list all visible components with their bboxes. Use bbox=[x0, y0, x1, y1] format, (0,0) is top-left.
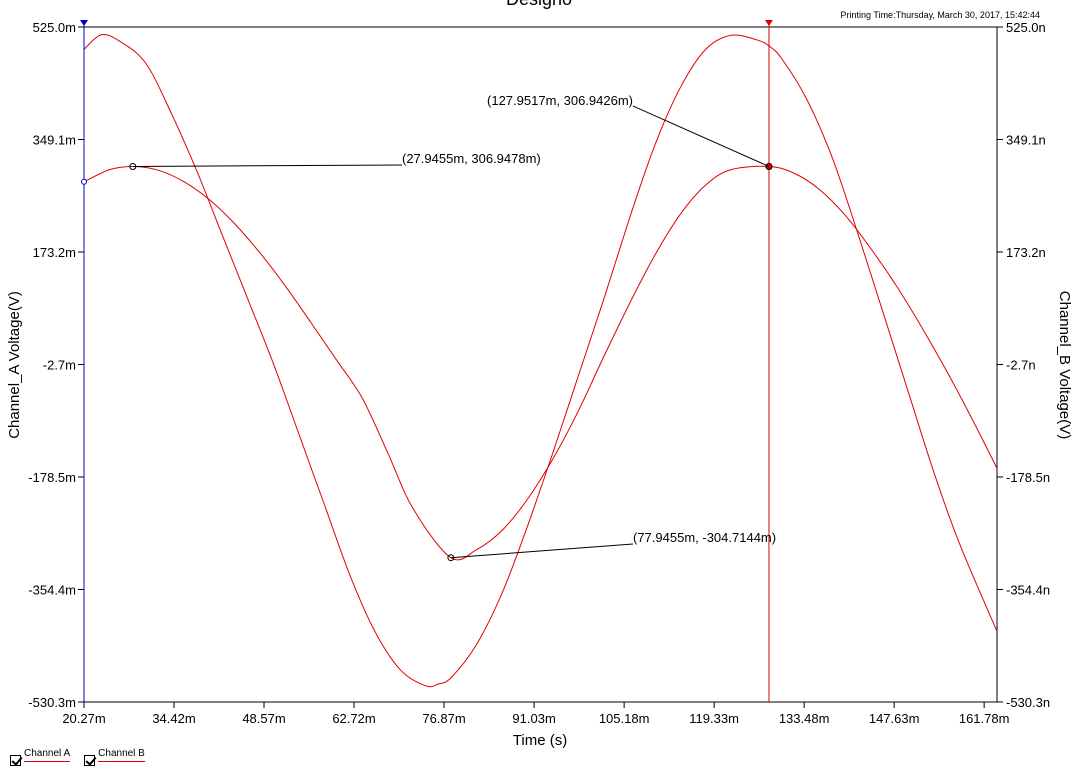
cursor-1-handle[interactable] bbox=[80, 20, 88, 26]
plot-frame bbox=[83, 26, 998, 703]
y-axis-label-right: Channel_B Voltage(V) bbox=[1056, 291, 1073, 439]
cursor-layer[interactable] bbox=[80, 20, 773, 702]
annotation-label: (77.9455m, -304.7144m) bbox=[633, 530, 776, 545]
series-line-channel-a bbox=[83, 165, 998, 561]
y-axis-right: 525.0n 349.1n 173.2n -2.7n -178.5n -354.4n -53… bbox=[997, 20, 1050, 710]
x-tick-label: 105.18m bbox=[599, 711, 650, 726]
cursor-1-marker bbox=[81, 178, 87, 185]
y-tick-label-left: 525.0m bbox=[33, 20, 76, 35]
annotation-leader bbox=[132, 164, 403, 167]
annotation-point bbox=[129, 162, 137, 170]
y-axis-left: 525.0m 349.1m 173.2m -2.7m -178.5m -354.4m -53… bbox=[28, 20, 84, 710]
legend-item-channel-a[interactable]: Channel A bbox=[10, 748, 71, 766]
printing-time: Printing Time:Thursday, March 30, 2017, … bbox=[841, 10, 1040, 20]
legend: Channel A Channel B bbox=[10, 748, 145, 766]
x-axis: 20.27m 34.42m 48.57m 62.72m 76.87m 91.03m 105.… bbox=[62, 702, 1009, 726]
annotation-label: (127.9517m, 306.9426m) bbox=[487, 93, 633, 108]
x-tick-label: 48.57m bbox=[242, 711, 285, 726]
annotation-label: (27.9455m, 306.9478m) bbox=[402, 151, 541, 166]
y-tick-label-left: 173.2m bbox=[33, 245, 76, 260]
x-tick-label: 34.42m bbox=[152, 711, 195, 726]
y-tick-label-right: 349.1n bbox=[1006, 133, 1046, 148]
y-tick-label-right: 173.2n bbox=[1006, 245, 1046, 260]
y-tick-label-left: -354.4m bbox=[28, 582, 76, 597]
legend-item-channel-b[interactable]: Channel B bbox=[84, 748, 145, 766]
y-axis-label-left: Channel_A Voltage(V) bbox=[6, 291, 23, 439]
x-tick-label: 119.33m bbox=[689, 711, 739, 726]
x-tick-label: 20.27m bbox=[62, 711, 105, 726]
y-tick-label-left: 349.1m bbox=[33, 133, 76, 148]
y-tick-label-left: -530.3m bbox=[28, 695, 76, 710]
annotation-layer: (27.9455m, 306.9478m) (77.9455m, -304.714… bbox=[129, 93, 776, 562]
x-tick-label: 133.48m bbox=[779, 711, 830, 726]
y-tick-label-right: -354.4n bbox=[1006, 582, 1050, 597]
x-tick-label: 76.87m bbox=[422, 711, 465, 726]
annotation-leader bbox=[632, 105, 770, 167]
y-tick-label-left: -178.5m bbox=[28, 470, 76, 485]
y-tick-label-right: -178.5n bbox=[1006, 470, 1050, 485]
annotation-leader bbox=[450, 543, 634, 559]
chart-title: Designo bbox=[506, 0, 572, 9]
x-tick-label: 62.72m bbox=[332, 711, 375, 726]
x-tick-label: 91.03m bbox=[512, 711, 555, 726]
x-tick-label: 147.63m bbox=[869, 711, 920, 726]
y-tick-label-left: -2.7m bbox=[43, 358, 76, 373]
annotation-point bbox=[765, 162, 773, 170]
series-layer bbox=[83, 33, 998, 688]
y-tick-label-right: -530.3n bbox=[1006, 695, 1050, 710]
x-axis-label: Time (s) bbox=[513, 732, 567, 749]
x-tick-label: 161.78m bbox=[959, 711, 1010, 726]
annotation-point bbox=[447, 554, 455, 562]
series-line-channel-b bbox=[83, 33, 998, 688]
y-tick-label-right: -2.7n bbox=[1006, 358, 1036, 373]
checkbox-channel-b[interactable] bbox=[84, 755, 96, 766]
cursor-2-handle[interactable] bbox=[764, 20, 773, 26]
legend-label-channel-b: Channel B bbox=[98, 748, 145, 762]
y-tick-label-right: 525.0n bbox=[1006, 20, 1046, 35]
checkbox-channel-a[interactable] bbox=[10, 755, 21, 766]
legend-label-channel-a: Channel A bbox=[24, 748, 71, 762]
